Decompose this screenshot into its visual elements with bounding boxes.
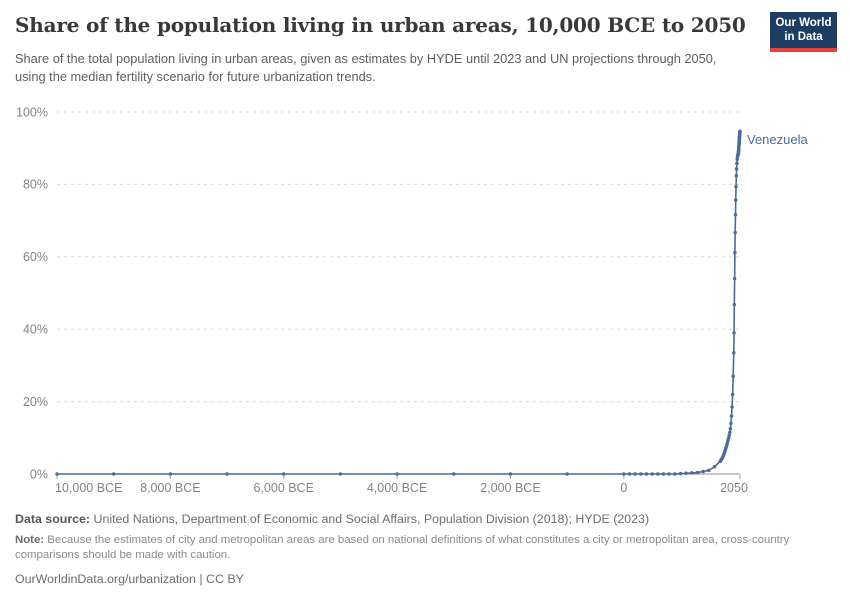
data-point[interactable] (735, 157, 739, 162)
data-point[interactable] (733, 230, 737, 235)
data-source-text: United Nations, Department of Economic a… (90, 512, 650, 526)
data-point[interactable] (281, 472, 286, 476)
page-title: Share of the population living in urban … (15, 13, 746, 37)
data-point[interactable] (732, 350, 736, 355)
chart-subtitle: Share of the total population living in … (15, 51, 717, 85)
data-point[interactable] (639, 472, 643, 476)
data-point[interactable] (733, 250, 737, 255)
data-point[interactable] (728, 427, 733, 431)
x-tick-label-6,000 BCE: 6,000 BCE (253, 481, 313, 495)
x-tick-label-4,000 BCE: 4,000 BCE (367, 481, 427, 495)
data-point[interactable] (690, 471, 694, 475)
data-point[interactable] (508, 472, 513, 476)
data-point[interactable] (55, 472, 59, 476)
x-tick-label-10,000 BCE: 10,000 BCE (55, 481, 122, 495)
data-point[interactable] (734, 167, 739, 171)
data-point[interactable] (732, 302, 737, 307)
data-point[interactable] (732, 331, 736, 335)
series-label-venezuela[interactable]: Venezuela (747, 132, 808, 147)
data-point[interactable] (650, 472, 654, 476)
y-tick-label-80%: 80% (23, 178, 48, 192)
data-point[interactable] (633, 472, 637, 476)
data-point[interactable] (701, 469, 705, 474)
data-point[interactable] (225, 472, 229, 476)
data-point[interactable] (734, 184, 738, 189)
data-point[interactable] (731, 374, 735, 379)
data-point[interactable] (738, 129, 742, 133)
data-point[interactable] (667, 472, 671, 476)
note-label: Note: (15, 533, 45, 546)
data-point[interactable] (727, 433, 731, 438)
y-tick-label-100%: 100% (16, 105, 48, 119)
data-point[interactable] (695, 470, 700, 475)
data-point[interactable] (729, 414, 734, 418)
data-point[interactable] (644, 472, 649, 476)
x-tick-label-0: 0 (620, 481, 627, 495)
data-point[interactable] (735, 161, 739, 166)
data-point[interactable] (732, 276, 737, 281)
y-tick-label-60%: 60% (23, 250, 48, 264)
data-point[interactable] (673, 472, 677, 476)
data-point[interactable] (728, 430, 732, 435)
data-point[interactable] (627, 472, 632, 476)
owid-logo: Our World in Data (770, 12, 837, 52)
data-point[interactable] (656, 472, 660, 476)
data-point[interactable] (707, 468, 711, 473)
data-point[interactable] (734, 173, 739, 178)
data-point[interactable] (168, 472, 173, 476)
data-point[interactable] (338, 472, 343, 476)
x-tick-label-8,000 BCE: 8,000 BCE (140, 481, 200, 495)
data-point[interactable] (622, 472, 626, 476)
owid-logo-line1: Our World (775, 16, 832, 29)
series-line-venezuela[interactable] (56, 130, 741, 475)
x-tick-label-2050: 2050 (720, 481, 748, 495)
data-point[interactable] (730, 392, 735, 397)
owid-logo-line2: in Data (784, 31, 823, 43)
data-source-label: Data source: (15, 512, 91, 526)
data-point[interactable] (712, 465, 717, 469)
data-point[interactable] (661, 472, 666, 476)
data-point[interactable] (730, 405, 734, 409)
data-point[interactable] (733, 213, 738, 217)
data-point[interactable] (452, 472, 456, 476)
chart-footer: Data source: United Nations, Department … (15, 511, 835, 588)
y-tick-label-40%: 40% (23, 323, 48, 337)
note-text: Because the estimates of city and metrop… (15, 533, 790, 561)
data-point[interactable] (729, 421, 733, 426)
data-point[interactable] (111, 472, 116, 476)
data-point[interactable] (684, 471, 688, 476)
y-tick-label-0%: 0% (30, 467, 48, 481)
citation-url[interactable]: OurWorldinData.org/urbanization | CC BY (15, 571, 244, 586)
x-tick-label-2,000 BCE: 2,000 BCE (480, 481, 540, 495)
data-point[interactable] (678, 471, 683, 476)
note-line: Note: Because the estimates of city and … (15, 533, 833, 563)
y-tick-label-20%: 20% (23, 395, 48, 409)
data-point[interactable] (565, 472, 569, 476)
data-point[interactable] (734, 198, 738, 202)
data-point[interactable] (395, 472, 399, 476)
data-source-line: Data source: United Nations, Department … (15, 511, 835, 528)
